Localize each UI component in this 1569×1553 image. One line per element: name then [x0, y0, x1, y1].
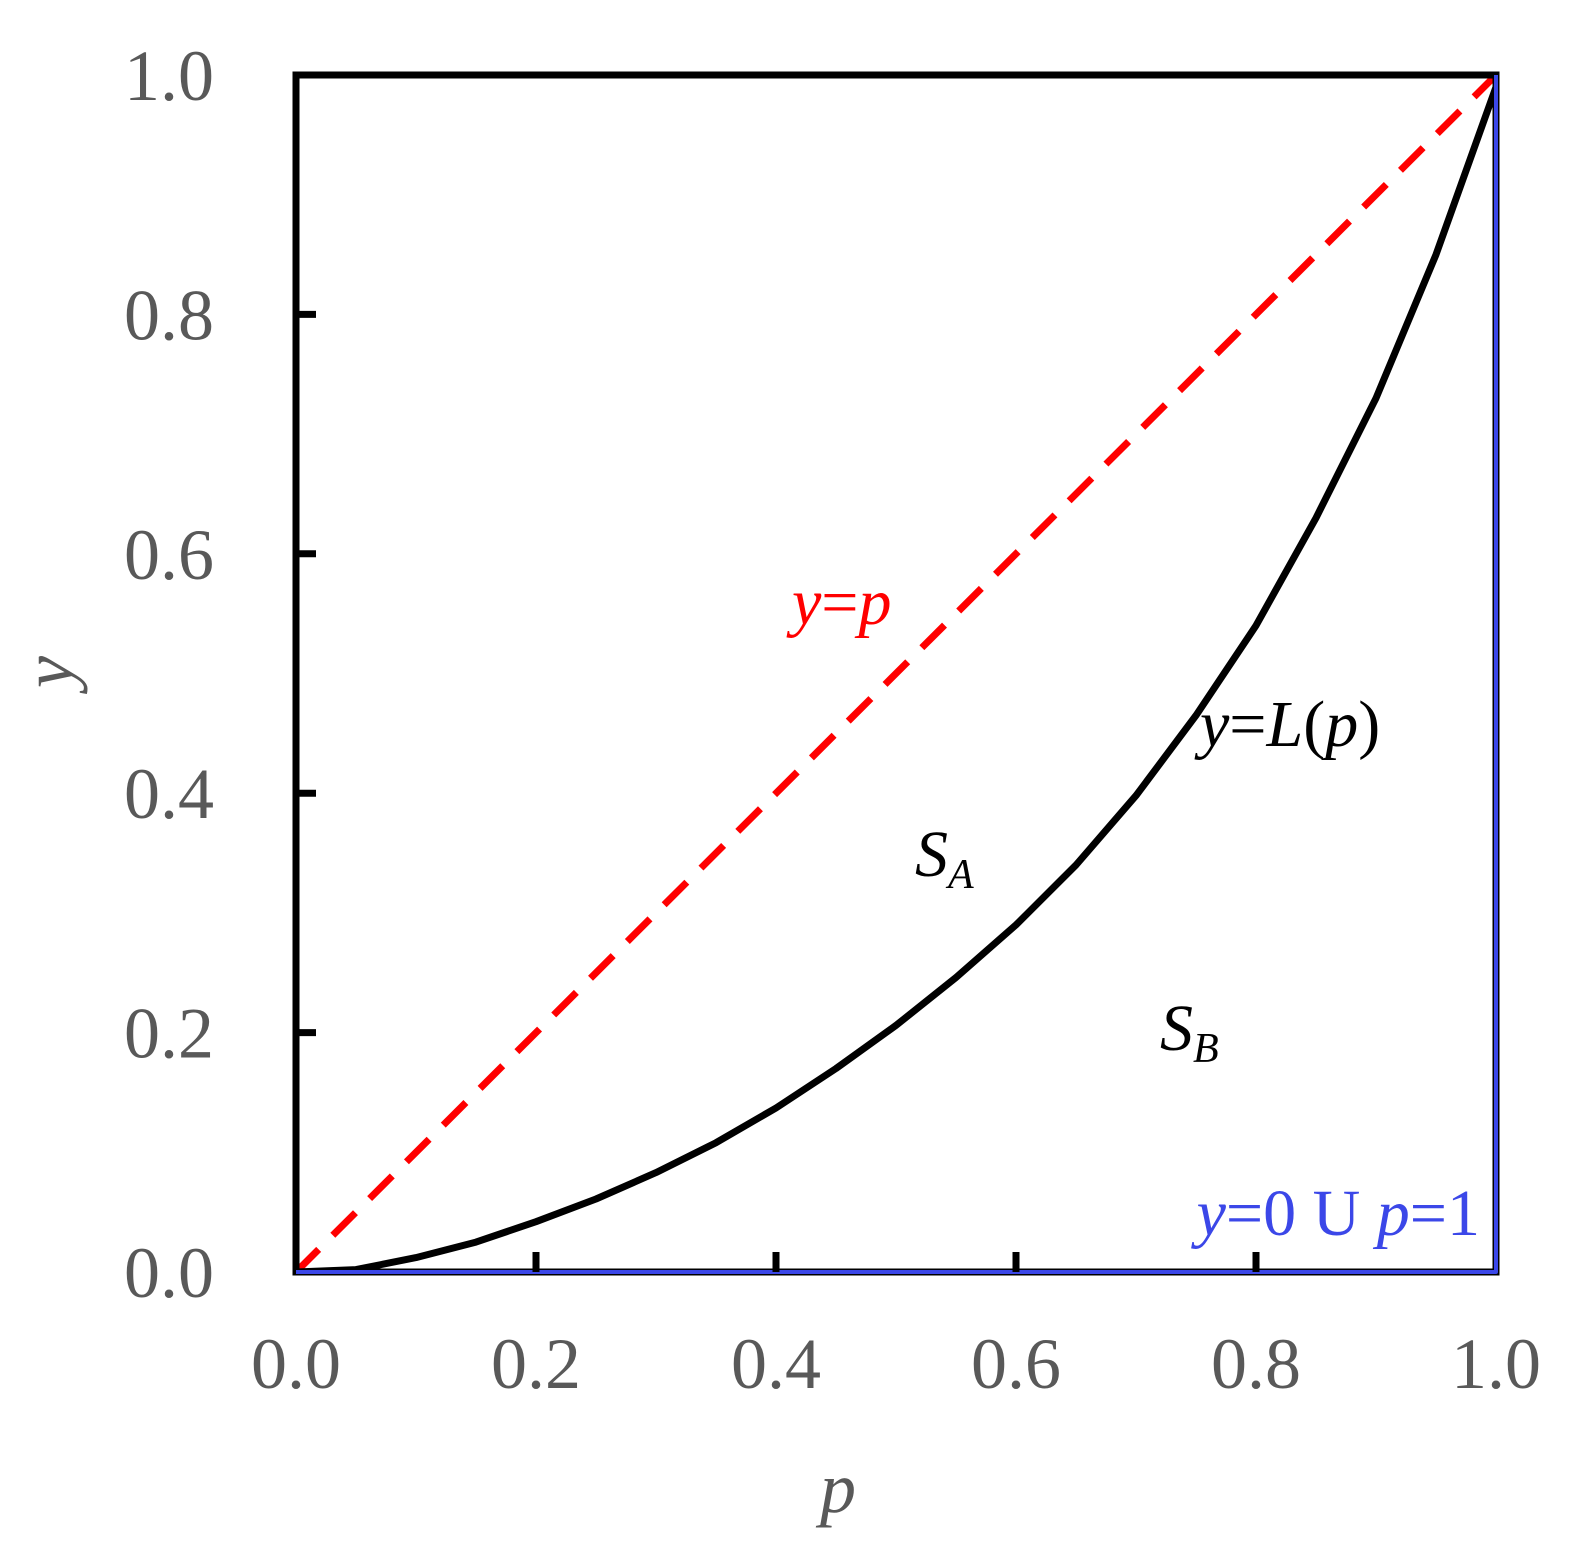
series-line-boundary	[296, 75, 1498, 1274]
x-tick-label: 0.8	[1211, 1324, 1301, 1404]
y-tick-label: 1.0	[124, 36, 214, 116]
plot-marks	[293, 72, 1500, 1276]
x-tick-label: 0.2	[491, 1324, 581, 1404]
x-tick-label: 0.6	[971, 1324, 1061, 1404]
annotation-region-a: SA	[915, 818, 974, 898]
y-axis-title: y	[8, 656, 88, 695]
y-tick-label: 0.4	[124, 754, 214, 834]
plot-frame	[292, 71, 1500, 1276]
annotation-diagonal: y=p	[786, 566, 892, 639]
axis-ticks	[296, 310, 1260, 1272]
annotation-region-b: SB	[1160, 992, 1219, 1072]
y-tick-label: 0.8	[124, 275, 214, 355]
x-tick-label: 1.0	[1451, 1324, 1541, 1404]
y-tick-label: 0.0	[124, 1233, 214, 1313]
series-line-curve	[295, 85, 1500, 1276]
x-axis-title: p	[815, 1448, 856, 1528]
y-tick-label: 0.2	[124, 994, 214, 1074]
series-line-diagonal	[293, 72, 1499, 1275]
annotation-curve: y=L(p)	[1194, 688, 1380, 761]
tick-labels: 0.0 0.2 0.4 0.6 0.8 1.0 0.0 0.2 0.4 0.6 0.8 1.0	[124, 36, 1541, 1404]
annotation-boundary: y=0 U p=1	[1191, 1177, 1480, 1250]
x-tick-label: 0.4	[731, 1324, 821, 1404]
x-tick-label: 0.0	[251, 1324, 341, 1404]
y-tick-label: 0.6	[124, 515, 214, 595]
